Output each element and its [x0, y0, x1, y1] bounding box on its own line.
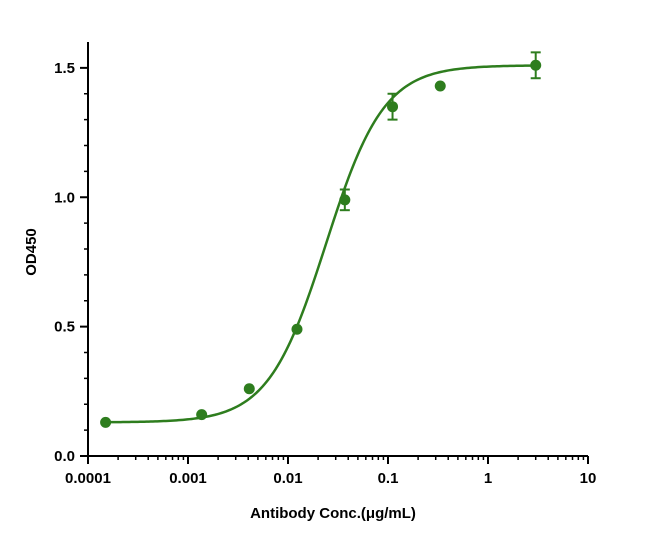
x-tick-label: 0.001: [169, 470, 207, 487]
x-axis-title: Antibody Conc.(μg/mL): [250, 505, 416, 522]
x-tick-label: 0.01: [273, 470, 302, 487]
y-axis-title: OD450: [23, 228, 40, 276]
data-point: [291, 323, 303, 335]
data-point: [100, 416, 112, 428]
y-tick-label: 1.5: [54, 60, 75, 77]
data-point: [243, 383, 255, 395]
data-point: [339, 194, 351, 206]
y-tick-label: 0.5: [54, 319, 75, 336]
data-point: [434, 80, 446, 92]
fit-curve: [105, 64, 536, 424]
x-tick-label: 0.0001: [65, 470, 111, 487]
data-point: [530, 59, 542, 71]
data-point: [196, 409, 208, 421]
data-point: [387, 101, 399, 113]
data-points-layer: [100, 51, 542, 428]
y-tick-label: 1.0: [54, 189, 75, 206]
axes: 0.0001 0.001 0.01 0.1 1 10 0.0 0.5 1.0 1.5: [54, 42, 596, 487]
x-tick-label: 1: [484, 470, 492, 487]
y-tick-label: 0.0: [54, 448, 75, 465]
x-tick-label: 10: [580, 470, 597, 487]
x-tick-label: 0.1: [378, 470, 399, 487]
fit-curve-layer: [105, 64, 536, 424]
